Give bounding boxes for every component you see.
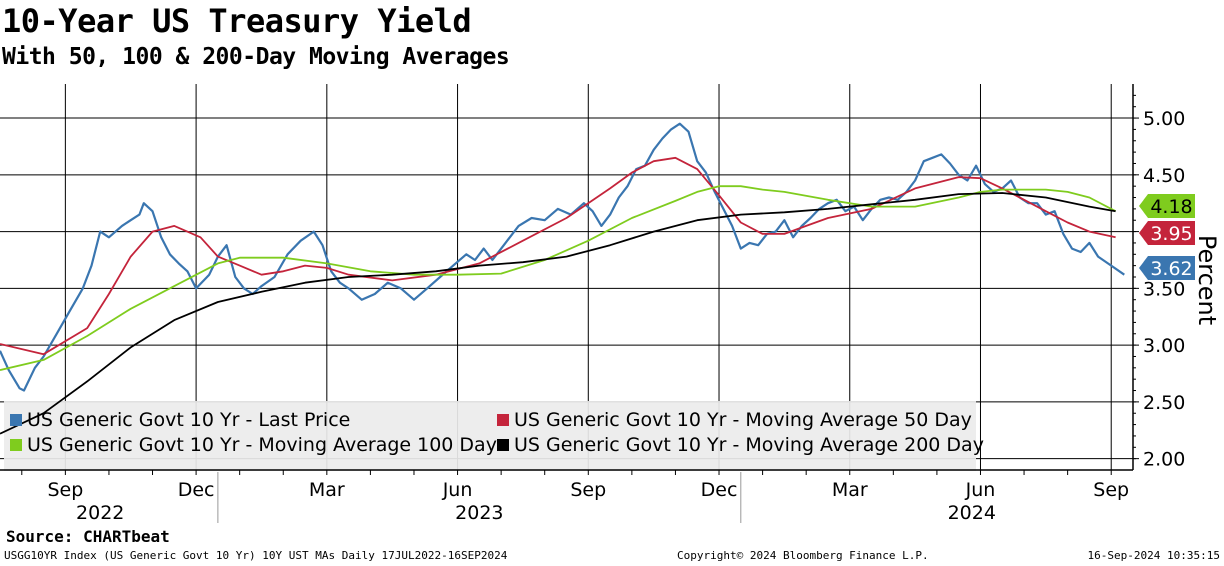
legend-label: US Generic Govt 10 Yr - Moving Average 1… (27, 434, 497, 456)
year-label: 2022 (76, 502, 124, 524)
y-axis-label: Percent (1193, 235, 1221, 325)
source-note: Source: CHARTbeat (6, 527, 170, 546)
chart-title: 10-Year US Treasury Yield (2, 2, 472, 40)
footer-timestamp: 16-Sep-2024 10:35:15 (1087, 549, 1220, 562)
legend-box (4, 401, 976, 471)
value-badge (1139, 256, 1195, 280)
year-label: 2024 (948, 502, 996, 524)
legend-swatch (497, 439, 509, 451)
series-line-1 (0, 122, 1125, 392)
y-tick-label: 5.00 (1143, 108, 1185, 130)
year-label: 2023 (455, 502, 503, 524)
x-tick-label: Jun (965, 479, 996, 501)
chart-subtitle: With 50, 100 & 200-Day Moving Averages (2, 44, 510, 70)
legend: US Generic Govt 10 Yr - Last Price US Gen… (10, 409, 984, 456)
footer-copyright: Copyright© 2024 Bloomberg Finance L.P. (677, 549, 929, 562)
x-tick-label: Jun (442, 479, 473, 501)
series-line-2 (0, 156, 1116, 356)
legend-swatch (10, 439, 22, 451)
value-badge-label: 4.18 (1150, 196, 1192, 218)
series-line-3 (0, 185, 1117, 371)
legend-background (4, 401, 976, 471)
x-tick-label: Dec (178, 479, 215, 501)
value-badge-label: 3.62 (1150, 258, 1192, 280)
footer-index-info: USGG10YR Index (US Generic Govt 10 Yr) 1… (4, 549, 508, 562)
axes: 5.004.504.003.503.002.502.00SepDecMarJun… (0, 84, 1221, 524)
x-tick-label: Sep (570, 479, 606, 501)
y-tick-label: 3.00 (1143, 335, 1185, 357)
legend-label: US Generic Govt 10 Yr - Last Price (27, 409, 350, 431)
value-badge (1139, 221, 1195, 245)
y-tick-label: 4.50 (1143, 165, 1185, 187)
x-tick-label: Sep (1093, 479, 1129, 501)
x-tick-label: Mar (309, 479, 345, 501)
legend-label: US Generic Govt 10 Yr - Moving Average 5… (514, 409, 972, 431)
x-tick-label: Mar (832, 479, 868, 501)
series-line-4 (0, 192, 1116, 435)
series-lines (0, 122, 1125, 435)
legend-label: US Generic Govt 10 Yr - Moving Average 2… (514, 434, 984, 456)
y-tick-label: 2.00 (1143, 449, 1185, 471)
y-tick-label: 2.50 (1143, 392, 1185, 414)
y-tick-label: 3.50 (1143, 278, 1185, 300)
value-badge-label: 3.95 (1150, 223, 1192, 245)
x-tick-label: Dec (701, 479, 738, 501)
legend-swatch (10, 414, 22, 426)
x-tick-label: Sep (47, 479, 83, 501)
value-badge (1139, 194, 1195, 218)
legend-swatch (497, 414, 509, 426)
value-badges: 4.18 3.95 3.62 (1139, 194, 1195, 280)
